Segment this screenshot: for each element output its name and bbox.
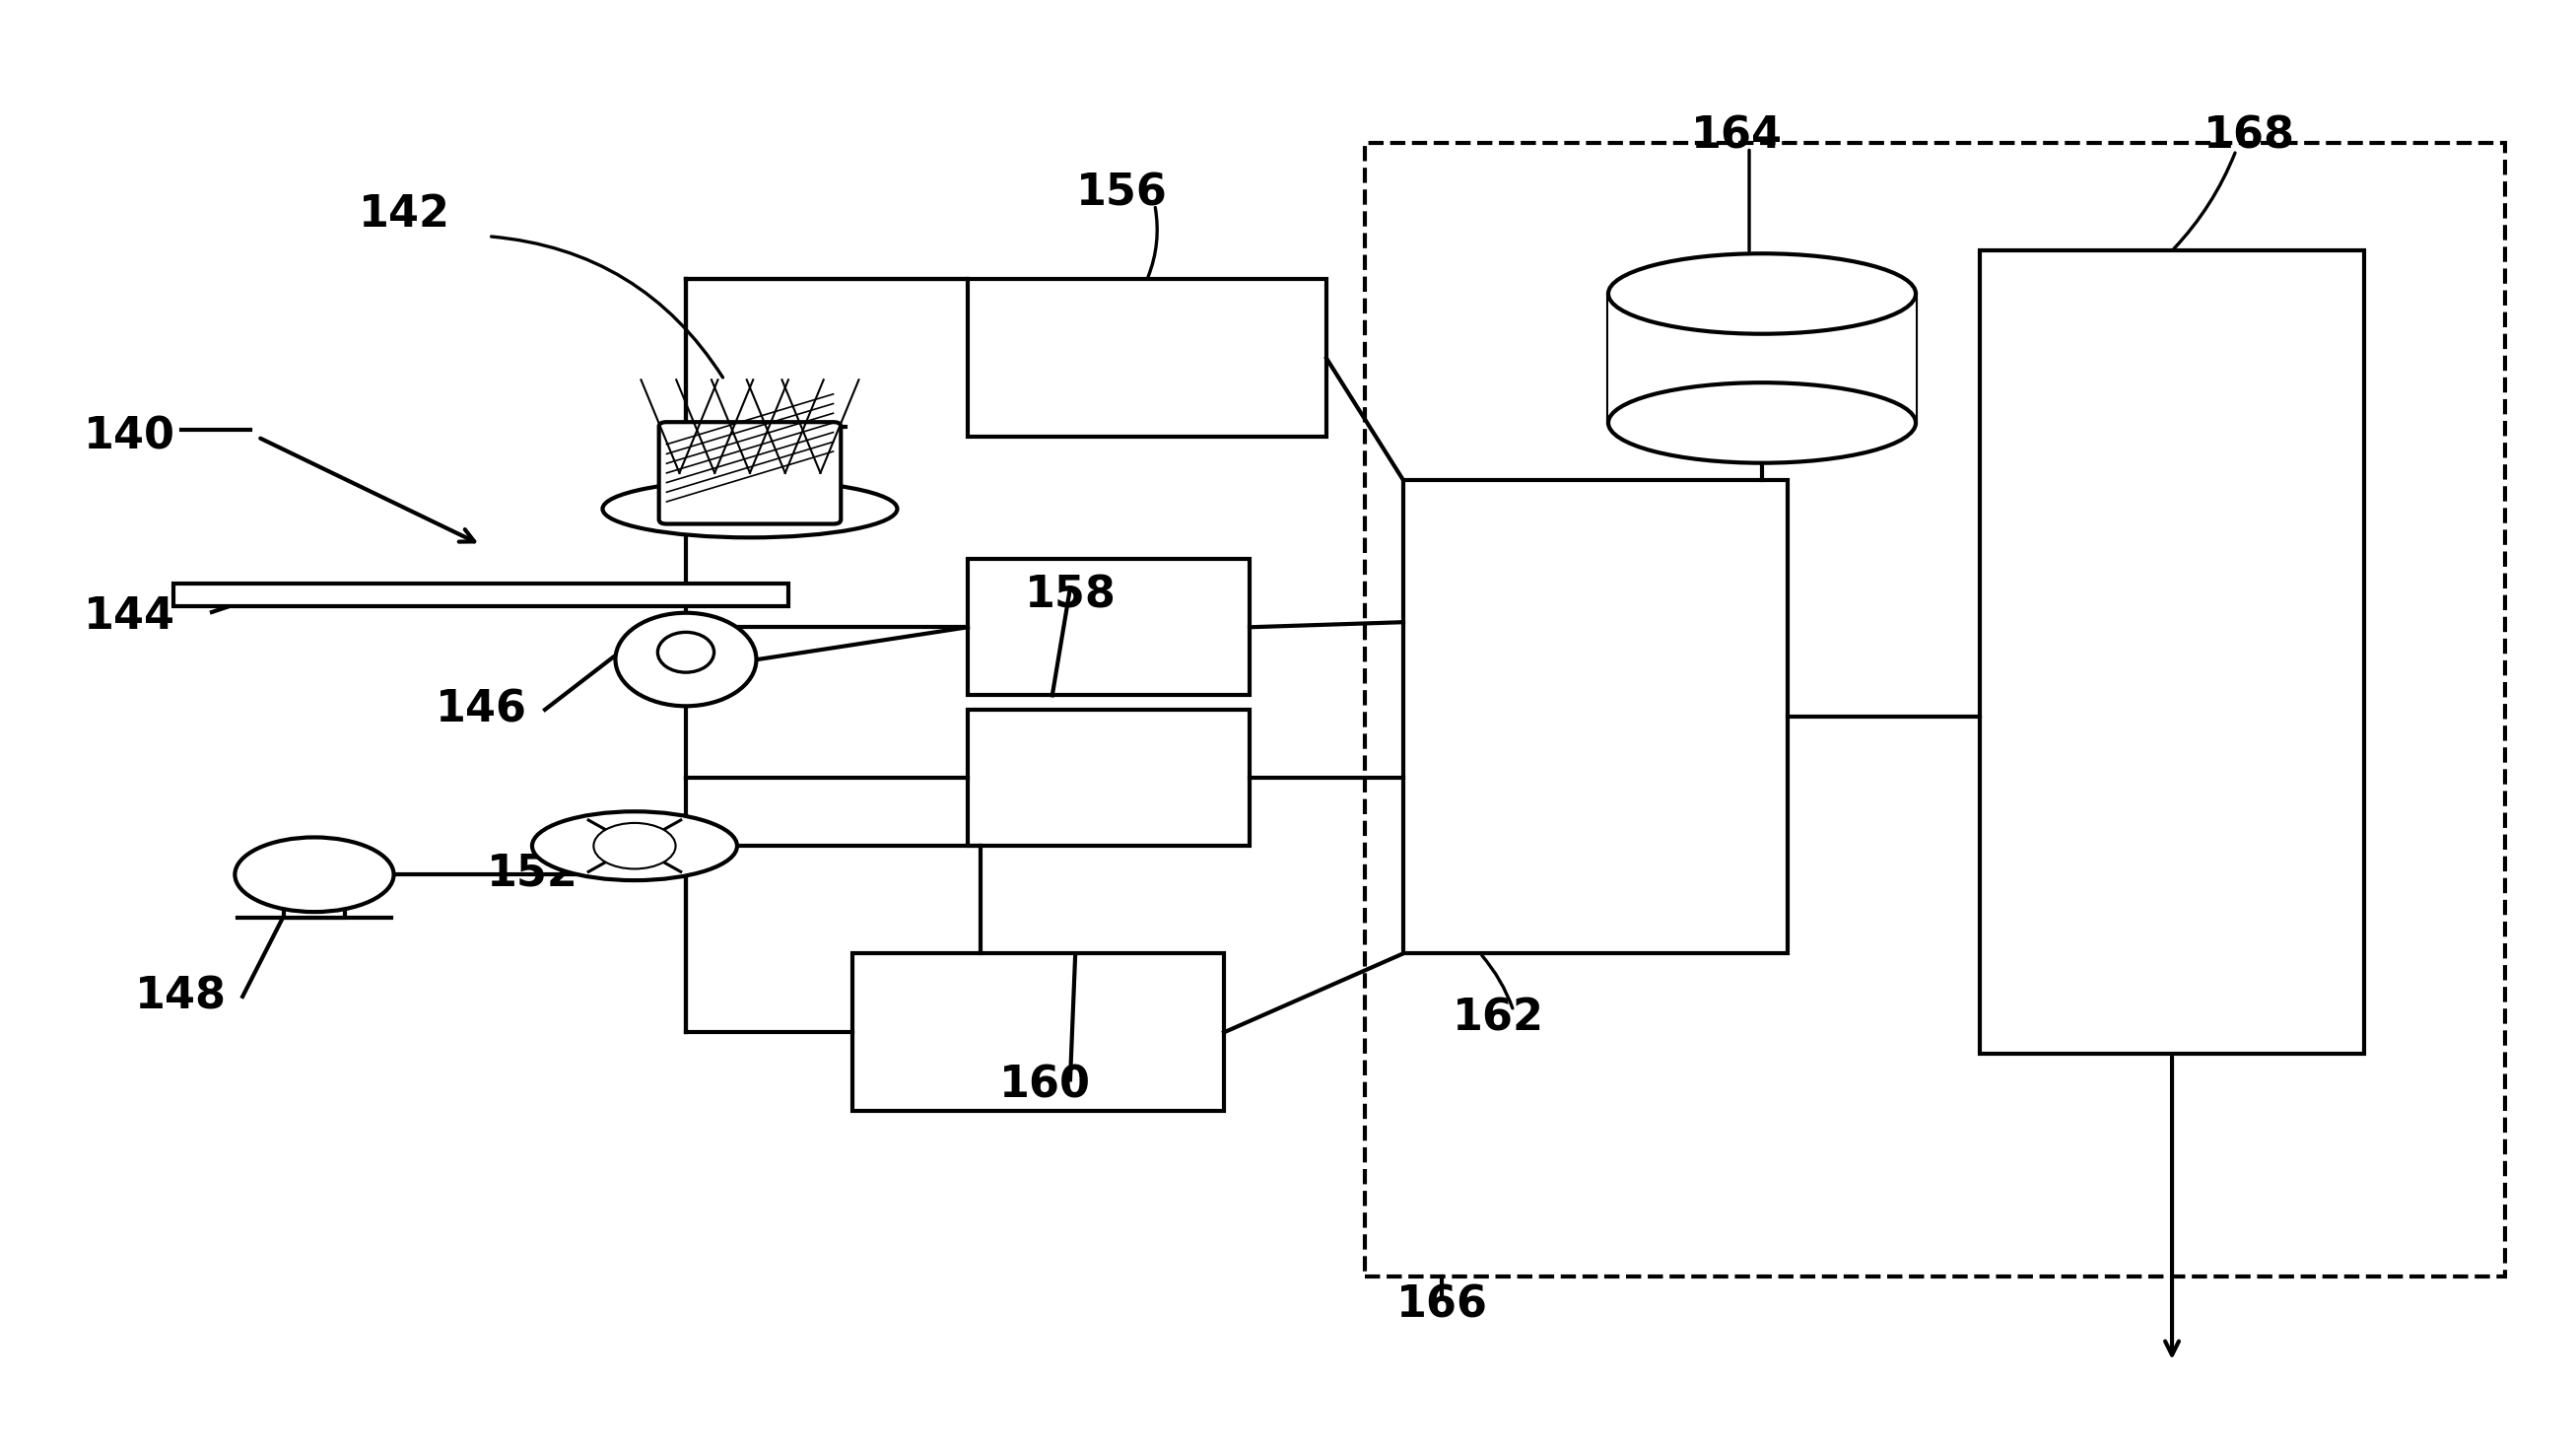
Bar: [283, 872, 345, 918]
Text: 140: 140: [85, 416, 175, 459]
Bar: [1981, 251, 2365, 1054]
Text: 168: 168: [2202, 114, 2295, 158]
Bar: [1404, 481, 1788, 953]
FancyBboxPatch shape: [659, 421, 840, 524]
Text: 148: 148: [137, 976, 227, 1018]
Ellipse shape: [1607, 382, 1917, 463]
Bar: [173, 584, 788, 607]
Text: 146: 146: [435, 688, 526, 731]
Bar: [853, 953, 1224, 1111]
Ellipse shape: [657, 633, 714, 672]
Text: 166: 166: [1396, 1284, 1486, 1326]
Text: 162: 162: [1453, 996, 1543, 1040]
Ellipse shape: [1607, 253, 1917, 334]
Text: 142: 142: [358, 194, 451, 236]
Text: 160: 160: [999, 1064, 1090, 1106]
Ellipse shape: [234, 837, 394, 912]
Ellipse shape: [533, 811, 737, 880]
Text: 164: 164: [1690, 114, 1783, 158]
Ellipse shape: [616, 613, 757, 707]
Text: 152: 152: [487, 853, 577, 896]
Text: 156: 156: [1077, 172, 1167, 214]
Bar: [969, 710, 1249, 846]
Bar: [1607, 294, 1917, 423]
Ellipse shape: [603, 481, 896, 537]
Bar: [969, 559, 1249, 695]
Text: 144: 144: [85, 595, 175, 637]
Bar: [969, 279, 1327, 437]
Text: 158: 158: [1025, 573, 1115, 615]
Bar: [1365, 143, 2504, 1276]
Ellipse shape: [592, 822, 675, 869]
